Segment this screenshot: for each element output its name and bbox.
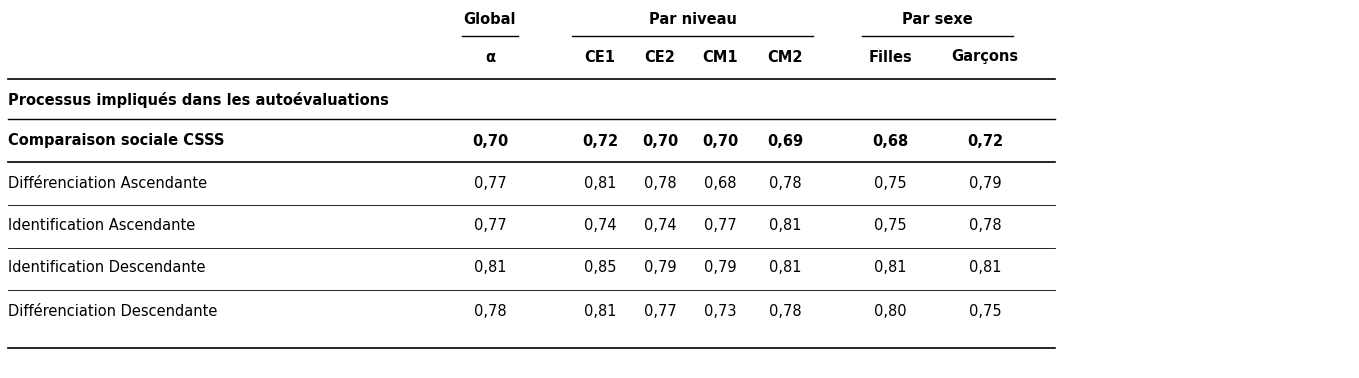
Text: 0,81: 0,81	[874, 260, 906, 276]
Text: Par niveau: Par niveau	[648, 12, 737, 28]
Text: 0,72: 0,72	[582, 133, 618, 149]
Text: 0,79: 0,79	[644, 260, 677, 276]
Text: 0,81: 0,81	[474, 260, 507, 276]
Text: 0,81: 0,81	[969, 260, 1002, 276]
Text: 0,78: 0,78	[474, 304, 507, 319]
Text: 0,75: 0,75	[969, 304, 1002, 319]
Text: Différenciation Ascendante: Différenciation Ascendante	[8, 177, 207, 192]
Text: 0,75: 0,75	[874, 218, 906, 234]
Text: 0,68: 0,68	[704, 177, 737, 192]
Text: 0,77: 0,77	[704, 218, 737, 234]
Text: 0,78: 0,78	[769, 177, 802, 192]
Text: 0,70: 0,70	[701, 133, 738, 149]
Text: Garçons: Garçons	[951, 50, 1018, 65]
Text: 0,81: 0,81	[769, 260, 802, 276]
Text: CM2: CM2	[768, 50, 803, 65]
Text: 0,78: 0,78	[969, 218, 1002, 234]
Text: 0,74: 0,74	[644, 218, 677, 234]
Text: CM1: CM1	[703, 50, 738, 65]
Text: 0,78: 0,78	[769, 304, 802, 319]
Text: 0,70: 0,70	[472, 133, 508, 149]
Text: Filles: Filles	[868, 50, 912, 65]
Text: Identification Ascendante: Identification Ascendante	[8, 218, 196, 234]
Text: 0,81: 0,81	[769, 218, 802, 234]
Text: 0,85: 0,85	[584, 260, 616, 276]
Text: 0,73: 0,73	[704, 304, 737, 319]
Text: CE2: CE2	[644, 50, 675, 65]
Text: 0,77: 0,77	[474, 218, 507, 234]
Text: 0,75: 0,75	[874, 177, 906, 192]
Text: 0,81: 0,81	[584, 177, 616, 192]
Text: Par sexe: Par sexe	[902, 12, 973, 28]
Text: Identification Descendante: Identification Descendante	[8, 260, 205, 276]
Text: Global: Global	[463, 12, 516, 28]
Text: 0,72: 0,72	[968, 133, 1003, 149]
Text: 0,77: 0,77	[644, 304, 677, 319]
Text: 0,79: 0,79	[704, 260, 737, 276]
Text: CE1: CE1	[584, 50, 616, 65]
Text: 0,68: 0,68	[872, 133, 908, 149]
Text: 0,78: 0,78	[644, 177, 677, 192]
Text: 0,81: 0,81	[584, 304, 616, 319]
Text: 0,69: 0,69	[766, 133, 803, 149]
Text: 0,80: 0,80	[874, 304, 906, 319]
Text: α: α	[485, 50, 495, 65]
Text: Processus impliqués dans les autoévaluations: Processus impliqués dans les autoévaluat…	[8, 92, 389, 108]
Text: 0,77: 0,77	[474, 177, 507, 192]
Text: 0,70: 0,70	[641, 133, 678, 149]
Text: 0,79: 0,79	[969, 177, 1002, 192]
Text: 0,74: 0,74	[583, 218, 617, 234]
Text: Comparaison sociale CSSS: Comparaison sociale CSSS	[8, 133, 224, 149]
Text: Différenciation Descendante: Différenciation Descendante	[8, 304, 217, 319]
